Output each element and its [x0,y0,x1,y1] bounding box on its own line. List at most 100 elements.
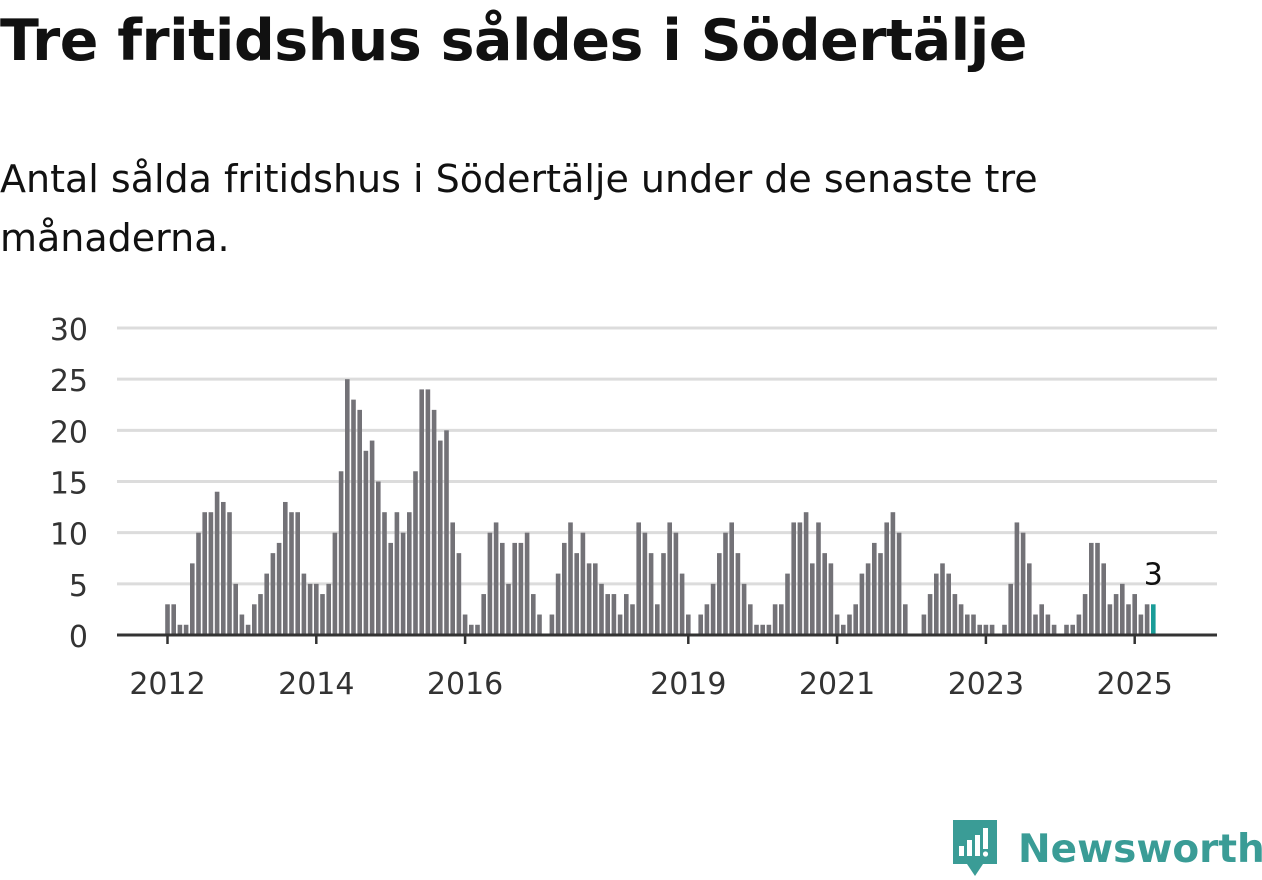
bar [239,614,245,635]
bar [878,553,883,635]
bar [357,409,362,635]
bar [927,594,933,635]
bar [673,532,679,635]
bar [661,553,666,635]
bar [376,481,381,635]
bar [493,522,499,635]
bar [1144,604,1150,635]
bar [419,389,424,635]
bar [500,542,505,635]
y-tick-label: 5 [69,569,88,604]
bar [872,542,877,635]
bar [822,553,827,635]
bar [524,532,530,635]
x-tick-label: 2023 [948,667,1024,702]
bar [574,553,579,635]
bar [388,542,393,635]
bar [394,512,400,635]
bar [779,604,784,635]
bar [965,614,970,635]
bar [549,614,555,635]
bar [438,440,443,635]
bar [636,522,641,635]
bar [834,614,840,635]
bar [946,573,951,635]
annotations: 3 [1144,557,1163,592]
bar [221,501,226,635]
newsworthy-logo-icon [953,820,997,876]
bar [810,563,815,635]
bar [983,624,989,635]
bar [345,379,350,635]
bar [307,583,313,635]
bar [332,532,338,635]
bar [326,583,331,635]
bar [338,471,344,635]
bar [611,594,617,635]
bar [989,624,995,635]
bar [1095,542,1100,635]
bar [735,553,741,635]
bar [407,512,412,635]
bar [506,583,511,635]
bar [1020,532,1026,635]
bar [1027,563,1032,635]
bar [487,532,493,635]
bar [1045,614,1051,635]
bar [593,563,598,635]
bar [1120,583,1125,635]
bar [531,594,536,635]
bar [679,573,685,635]
bar [710,583,716,635]
bar [190,563,195,635]
bar [772,604,778,635]
bar [828,563,834,635]
bar [847,614,852,635]
chart-subtitle: Antal sålda fritidshus i Södertälje unde… [0,157,1038,260]
y-axis-labels: 0 5 10 15 20 25 30 [50,313,88,655]
bar [785,573,790,635]
bar [1051,624,1057,635]
bar [921,614,927,635]
bar [382,512,387,635]
bar [580,532,586,635]
bar [425,389,431,635]
bar [462,614,468,635]
bar [841,624,846,635]
x-tick-label: 2021 [799,667,875,702]
bar [940,563,945,635]
brand-name: Newsworthy [1018,826,1262,872]
bar [431,409,437,635]
x-tick-label: 2012 [129,667,205,702]
y-tick-label: 0 [69,620,88,655]
bar [183,624,189,635]
bar [289,512,294,635]
bar [1101,563,1106,635]
y-tick-label: 25 [50,364,88,399]
bar [444,430,449,635]
bar [958,604,964,635]
bar [165,604,170,635]
bar [971,614,976,635]
bar [617,614,623,635]
bar [859,573,865,635]
brand-logo: Newsworthy [950,818,1262,880]
bars [165,379,1156,635]
bar [630,604,635,635]
bar [1107,604,1113,635]
bar [196,532,201,635]
bar [481,594,486,635]
y-tick-label: 20 [50,415,88,450]
x-tick-label: 2025 [1097,667,1173,702]
bar [202,512,207,635]
bar [245,624,251,635]
bar [803,512,809,635]
bar [214,491,220,635]
bar [655,604,660,635]
bar [586,563,592,635]
bar [903,604,908,635]
bar [518,542,524,635]
bar [363,450,369,635]
bar [686,614,691,635]
bar [667,522,672,635]
